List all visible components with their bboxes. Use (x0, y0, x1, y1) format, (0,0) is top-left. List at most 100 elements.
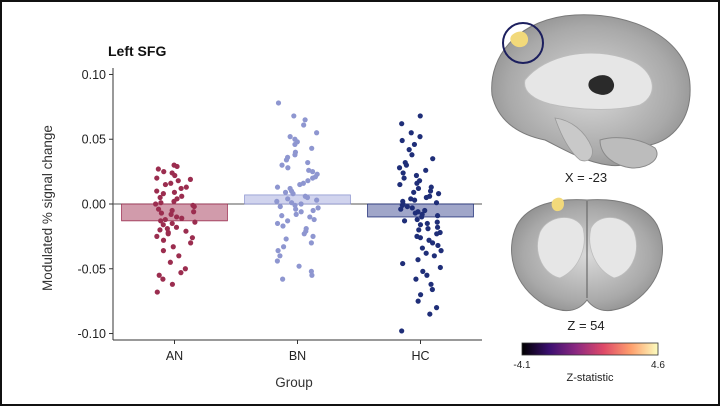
data-point-an (168, 180, 174, 186)
data-point-hc (434, 219, 440, 225)
data-point-hc (435, 191, 442, 197)
data-point-bn (308, 240, 314, 246)
data-point-hc (415, 298, 421, 304)
data-point-bn (290, 191, 296, 197)
data-point-bn (275, 248, 281, 254)
data-point-bn (274, 258, 280, 264)
data-point-hc (419, 214, 425, 220)
data-point-an (174, 163, 180, 170)
data-point-bn (274, 184, 281, 190)
data-point-an (188, 240, 194, 246)
data-point-bn (310, 175, 316, 181)
data-point-bn (277, 253, 283, 259)
data-point-hc (438, 248, 444, 254)
data-point-bn (285, 165, 291, 171)
sagittal-activation-blob (510, 31, 529, 48)
data-point-hc (414, 216, 420, 223)
data-point-an (153, 201, 159, 207)
data-point-an (164, 226, 170, 232)
data-point-an (178, 185, 184, 192)
data-point-hc (429, 286, 435, 293)
x-tick-label: AN (166, 349, 183, 363)
data-point-an (168, 211, 174, 217)
data-point-hc (401, 175, 407, 181)
data-point-hc (415, 185, 422, 192)
y-tick-label: -0.10 (78, 327, 107, 341)
x-ticks: AN BN HC (166, 340, 430, 363)
data-point-an (173, 224, 180, 230)
data-point-bn (293, 211, 299, 217)
chart-title: Left SFG (108, 43, 166, 59)
data-point-bn (302, 117, 308, 123)
data-point-bn (314, 130, 320, 136)
data-point-an (191, 203, 197, 210)
data-point-bn (301, 122, 307, 128)
data-point-bn (280, 223, 286, 229)
data-point-an (175, 178, 181, 184)
data-point-an (157, 227, 163, 233)
data-point-an (169, 220, 175, 227)
data-point-an (172, 172, 178, 179)
data-point-an (154, 175, 160, 181)
data-point-bn (307, 214, 313, 220)
data-point-bn (298, 209, 304, 215)
data-point-an (174, 214, 180, 220)
data-point-bn (305, 159, 311, 166)
data-point-bn (291, 113, 297, 119)
data-point-hc (413, 276, 419, 282)
data-point-hc (422, 207, 428, 214)
data-point-hc (424, 220, 430, 227)
data-point-hc (403, 162, 410, 168)
data-point-hc (423, 194, 429, 201)
x-tick-label: HC (411, 349, 429, 363)
data-point-hc (411, 197, 418, 203)
data-point-an (165, 231, 171, 237)
data-point-an (158, 200, 164, 206)
y-axis-label: Modulated % signal change (40, 125, 55, 291)
data-point-an (171, 198, 177, 205)
data-point-hc (399, 137, 405, 144)
data-point-an (160, 222, 166, 228)
data-point-an (161, 169, 167, 175)
data-point-an (158, 210, 165, 216)
data-point-hc (409, 152, 415, 158)
data-point-bn (292, 152, 298, 158)
data-point-an (157, 194, 163, 201)
data-point-hc (404, 203, 410, 210)
data-point-an (171, 189, 178, 195)
data-point-hc (408, 130, 414, 136)
data-point-bn (314, 197, 320, 203)
data-point-hc (423, 167, 429, 173)
data-point-bn (310, 207, 316, 214)
data-point-hc (414, 180, 420, 186)
data-point-an (155, 206, 162, 212)
data-point-hc (400, 260, 406, 267)
data-point-hc (417, 113, 423, 119)
data-point-an (160, 276, 166, 282)
data-point-hc (399, 202, 405, 208)
data-point-bn (283, 236, 289, 242)
x-axis-label: Group (275, 375, 313, 390)
data-point-bn (298, 201, 304, 207)
data-point-hc (435, 242, 441, 249)
data-point-hc (427, 311, 433, 317)
data-point-hc (399, 121, 405, 127)
data-point-an (182, 266, 188, 272)
data-point-hc (417, 134, 423, 140)
colorbar-max-label: 4.6 (651, 360, 665, 371)
y-ticks: 0.10 0.05 0.00 -0.05 -0.10 (78, 68, 113, 341)
coronal-brain-slice: Z = 54 (511, 197, 663, 333)
colorbar-title: Z-statistic (566, 372, 614, 384)
data-point-hc (427, 188, 434, 194)
data-point-hc (434, 224, 441, 230)
data-point-hc (400, 170, 406, 176)
data-point-bn (274, 198, 280, 205)
coronal-left-white-matter (537, 217, 585, 279)
data-point-hc (416, 227, 422, 233)
data-point-hc (434, 231, 440, 237)
data-point-hc (423, 250, 429, 256)
data-point-an (156, 272, 162, 278)
data-point-an (187, 176, 194, 182)
data-point-an (162, 181, 169, 188)
data-point-an (162, 216, 168, 223)
